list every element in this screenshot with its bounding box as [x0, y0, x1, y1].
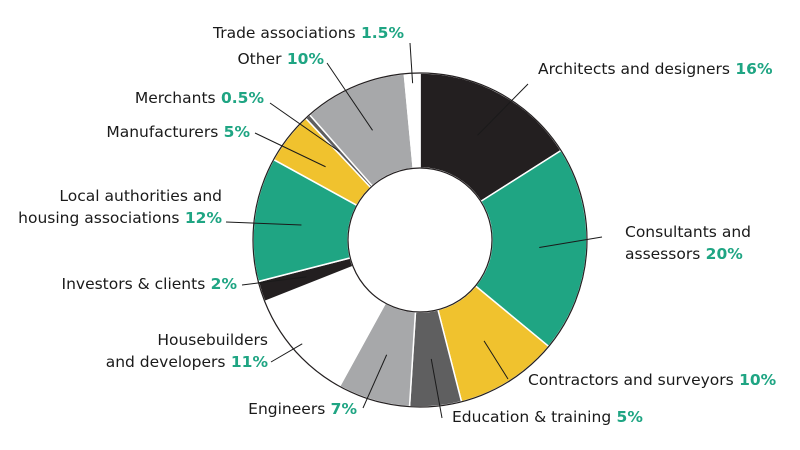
- label-line: Consultants and: [625, 223, 751, 241]
- leader-line-consultants-and-assessors: [539, 236, 603, 248]
- value-label: 5%: [218, 123, 250, 141]
- label-line: and developers: [106, 353, 226, 371]
- leader-line-contractors-and-surveyors: [483, 340, 509, 380]
- label-line: Architects and designers: [538, 60, 730, 78]
- label-consultants-and-assessors: Consultants and assessors 20%: [625, 223, 751, 263]
- value-label: 11%: [226, 353, 269, 371]
- leader-lines-group: [225, 42, 603, 419]
- label-architects-and-designers: Architects and designers 16%: [538, 60, 773, 78]
- label-education-and-training: Education & training 5%: [452, 408, 643, 426]
- donut-inner-outline: [347, 167, 493, 313]
- label-trade-associations: Trade associations 1.5%: [212, 24, 404, 42]
- label-contractors-and-surveyors: Contractors and surveyors 10%: [528, 371, 777, 389]
- label-line: assessors: [625, 245, 700, 263]
- leader-line-education-and-training: [430, 358, 443, 419]
- leader-line-manufacturers: [254, 132, 326, 168]
- leader-line-other: [326, 62, 373, 131]
- label-line: Housebuilders: [157, 331, 268, 349]
- value-label: 1.5%: [356, 24, 405, 42]
- label-line: Investors & clients: [62, 275, 206, 293]
- slices-group: [252, 72, 588, 408]
- label-line: Local authorities and: [59, 187, 222, 205]
- label-merchants: Merchants 0.5%: [135, 89, 265, 107]
- label-line: Other: [237, 50, 282, 68]
- label-line: Trade associations: [212, 24, 356, 42]
- value-label: 10%: [282, 50, 325, 68]
- value-label: 10%: [734, 371, 777, 389]
- label-line: housing associations: [18, 209, 179, 227]
- labels-group: Architects and designers 16% Consultants …: [18, 24, 777, 426]
- label-line: Manufacturers: [106, 123, 218, 141]
- leader-line-architects-and-designers: [477, 83, 529, 136]
- leader-line-engineers: [362, 354, 388, 409]
- leader-line-housebuilders-and-developers: [270, 343, 303, 363]
- leader-line-trade-associations: [409, 42, 414, 84]
- value-label: 12%: [180, 209, 223, 227]
- value-label: 20%: [700, 245, 743, 263]
- leader-line-merchants: [269, 102, 340, 153]
- label-manufacturers: Manufacturers 5%: [106, 123, 250, 141]
- label-line: Contractors and surveyors: [528, 371, 734, 389]
- label-local-authorities-and-housing-associations: Local authorities and housing association…: [18, 187, 222, 227]
- label-other: Other 10%: [237, 50, 324, 68]
- value-label: 2%: [205, 275, 237, 293]
- value-label: 7%: [325, 400, 357, 418]
- label-line: Education & training: [452, 408, 611, 426]
- label-line: Merchants: [135, 89, 216, 107]
- label-housebuilders-and-developers: Housebuilders and developers 11%: [106, 331, 269, 371]
- label-investors-and-clients: Investors & clients 2%: [62, 275, 238, 293]
- label-line: Engineers: [248, 400, 325, 418]
- value-label: 0.5%: [216, 89, 265, 107]
- value-label: 16%: [730, 60, 773, 78]
- leader-line-local-authorities-and-housing-associations: [225, 221, 302, 226]
- label-engineers: Engineers 7%: [248, 400, 357, 418]
- value-label: 5%: [611, 408, 643, 426]
- leader-line-investors-and-clients: [241, 276, 307, 286]
